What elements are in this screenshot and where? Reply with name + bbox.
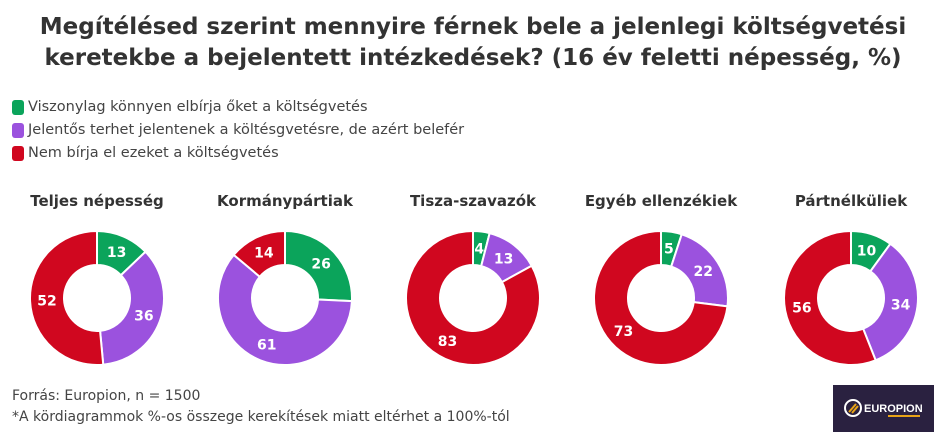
chart-title: Megítélésed szerint mennyire férnek bele… — [39, 14, 907, 71]
donut-title: Egyéb ellenzékiek — [585, 192, 738, 210]
legend-label: Nem bírja el ezeket a költségvetés — [28, 145, 279, 161]
legend-item-cannot: Nem bírja el ezeket a költségvetés — [12, 142, 464, 165]
slice-label: 56 — [792, 300, 811, 316]
slice-label: 10 — [857, 243, 877, 259]
legend: Viszonylag könnyen elbírja őket a költsé… — [12, 96, 464, 165]
donut-slice — [217, 253, 353, 366]
europion-logo: EUROPION — [833, 385, 934, 432]
slice-label: 26 — [311, 256, 330, 272]
logo-graphic: EUROPION — [844, 399, 923, 417]
footer: Forrás: Europion, n = 1500 *A kördiagram… — [12, 386, 510, 428]
donut-slice — [405, 229, 541, 366]
slice-label: 34 — [891, 297, 911, 313]
slice-label: 4 — [474, 241, 484, 257]
slice-label: 13 — [107, 245, 126, 261]
donut-slice — [593, 229, 729, 366]
legend-item-burden: Jelentős terhet jelentenek a költésgveté… — [12, 119, 464, 142]
slice-label: 5 — [664, 242, 674, 258]
donut-slice — [861, 242, 919, 362]
legend-label: Jelentős terhet jelentenek a költésgveté… — [28, 122, 465, 138]
donut-title: Pártnélküliek — [795, 192, 908, 210]
legend-item-easy: Viszonylag könnyen elbírja őket a költsé… — [12, 96, 464, 119]
donut-slice — [232, 229, 286, 279]
source-note: Forrás: Europion, n = 1500 — [12, 388, 201, 404]
slice-label: 61 — [257, 338, 276, 354]
slice-label: 13 — [494, 251, 513, 267]
slice-label: 73 — [614, 324, 633, 340]
donut-title: Kormánypártiak — [217, 192, 354, 210]
donut-slice — [29, 229, 105, 366]
donut-slice — [783, 229, 877, 366]
slice-label: 83 — [438, 334, 457, 350]
donut-title: Tisza-szavazók — [410, 192, 537, 210]
slice-label: 14 — [254, 246, 274, 262]
slice-label: 22 — [693, 264, 712, 280]
slice-label: 52 — [37, 293, 56, 309]
legend-swatch-red — [12, 146, 24, 161]
donut-slice — [98, 250, 165, 366]
donut-title: Teljes népesség — [30, 192, 164, 210]
legend-label: Viszonylag könnyen elbírja őket a költsé… — [28, 99, 368, 115]
legend-swatch-purple — [12, 123, 24, 138]
rounding-note: *A kördiagrammok %-os összege kerekítése… — [12, 409, 510, 425]
svg-text:EUROPION: EUROPION — [864, 403, 923, 415]
slice-label: 36 — [134, 309, 153, 325]
legend-swatch-green — [12, 100, 24, 115]
